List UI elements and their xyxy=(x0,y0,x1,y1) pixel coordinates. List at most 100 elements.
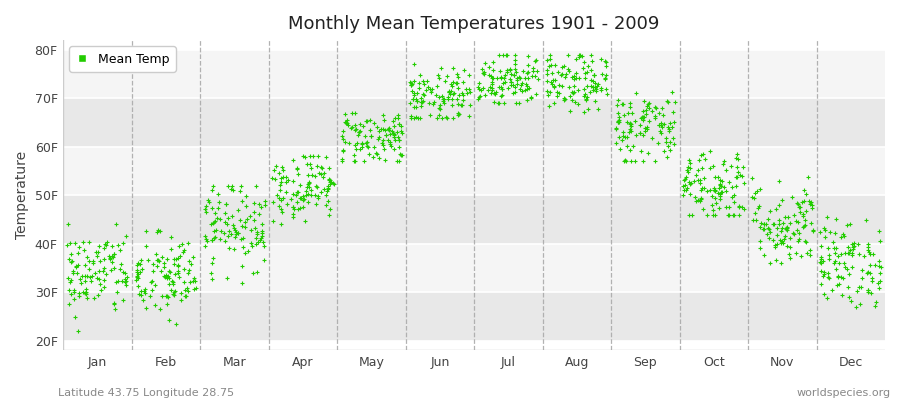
Point xyxy=(711,174,725,180)
Point xyxy=(77,273,92,280)
Point xyxy=(171,255,185,261)
Point xyxy=(843,220,858,227)
Point xyxy=(837,260,851,266)
Point xyxy=(698,175,712,182)
Point xyxy=(248,208,262,215)
Point xyxy=(219,201,233,207)
Point xyxy=(436,114,450,121)
Point xyxy=(777,235,791,242)
Point xyxy=(804,199,818,206)
Point xyxy=(778,214,792,220)
Point xyxy=(623,120,637,127)
Point xyxy=(599,62,614,69)
Point xyxy=(187,286,202,292)
Point xyxy=(616,132,630,139)
Point xyxy=(694,196,708,202)
Point xyxy=(306,153,320,160)
Point xyxy=(779,224,794,230)
Point xyxy=(139,305,153,312)
Point xyxy=(617,134,632,140)
Point xyxy=(253,237,267,244)
Point xyxy=(245,243,259,250)
Point xyxy=(757,226,771,232)
Point xyxy=(681,169,696,175)
Point xyxy=(641,101,655,108)
Point xyxy=(500,52,514,58)
Point xyxy=(286,191,301,198)
Point xyxy=(73,276,87,282)
Point xyxy=(793,209,807,215)
Point xyxy=(60,275,75,282)
Point xyxy=(392,121,406,127)
Point xyxy=(477,69,491,75)
Point xyxy=(374,125,389,132)
Point xyxy=(563,93,578,99)
Point xyxy=(226,187,240,193)
Point xyxy=(624,122,638,129)
Point xyxy=(644,135,659,142)
Point xyxy=(286,204,301,210)
Point xyxy=(791,236,806,242)
Point xyxy=(756,226,770,232)
Point xyxy=(86,260,101,266)
Point xyxy=(285,157,300,163)
Point xyxy=(484,81,499,88)
Point xyxy=(774,240,788,246)
Point xyxy=(59,241,74,248)
Point xyxy=(178,292,193,299)
Point xyxy=(661,124,675,130)
Point xyxy=(177,279,192,285)
Point xyxy=(446,90,461,97)
Point xyxy=(497,75,511,81)
Point xyxy=(285,178,300,184)
Point xyxy=(727,199,742,206)
Point xyxy=(762,235,777,241)
Point xyxy=(688,198,703,204)
Point xyxy=(286,204,301,210)
Point xyxy=(221,233,236,240)
Point xyxy=(165,277,179,284)
Point xyxy=(611,118,625,125)
Point xyxy=(161,273,176,279)
Point xyxy=(256,239,271,245)
Point xyxy=(706,162,720,169)
Point xyxy=(133,269,148,276)
Point xyxy=(92,268,106,274)
Point xyxy=(363,127,377,134)
Point xyxy=(554,82,569,89)
Point xyxy=(446,65,460,71)
Point xyxy=(227,224,241,231)
Point xyxy=(255,221,269,228)
Point xyxy=(871,280,886,286)
Point xyxy=(394,123,409,130)
Point xyxy=(617,112,632,118)
Point xyxy=(660,154,674,160)
Point xyxy=(134,288,148,294)
Point xyxy=(275,195,290,202)
Point xyxy=(564,89,579,96)
Point xyxy=(494,86,508,92)
Point xyxy=(455,97,470,104)
Point xyxy=(71,262,86,268)
Point xyxy=(594,87,608,93)
Point xyxy=(814,254,828,260)
Point xyxy=(872,258,886,264)
Point xyxy=(451,112,465,118)
Point xyxy=(727,192,742,198)
Point xyxy=(719,167,733,173)
Point xyxy=(589,88,603,94)
Point xyxy=(220,182,235,189)
Point xyxy=(402,100,417,106)
Point xyxy=(213,228,228,234)
Point xyxy=(134,257,148,263)
Point xyxy=(236,244,250,250)
Point xyxy=(347,122,362,128)
Point xyxy=(358,133,373,140)
Point xyxy=(485,75,500,81)
Point xyxy=(76,239,90,245)
Point xyxy=(652,128,667,134)
Point xyxy=(424,89,438,95)
Point xyxy=(449,71,464,77)
Point xyxy=(381,126,395,132)
Point xyxy=(656,112,670,118)
